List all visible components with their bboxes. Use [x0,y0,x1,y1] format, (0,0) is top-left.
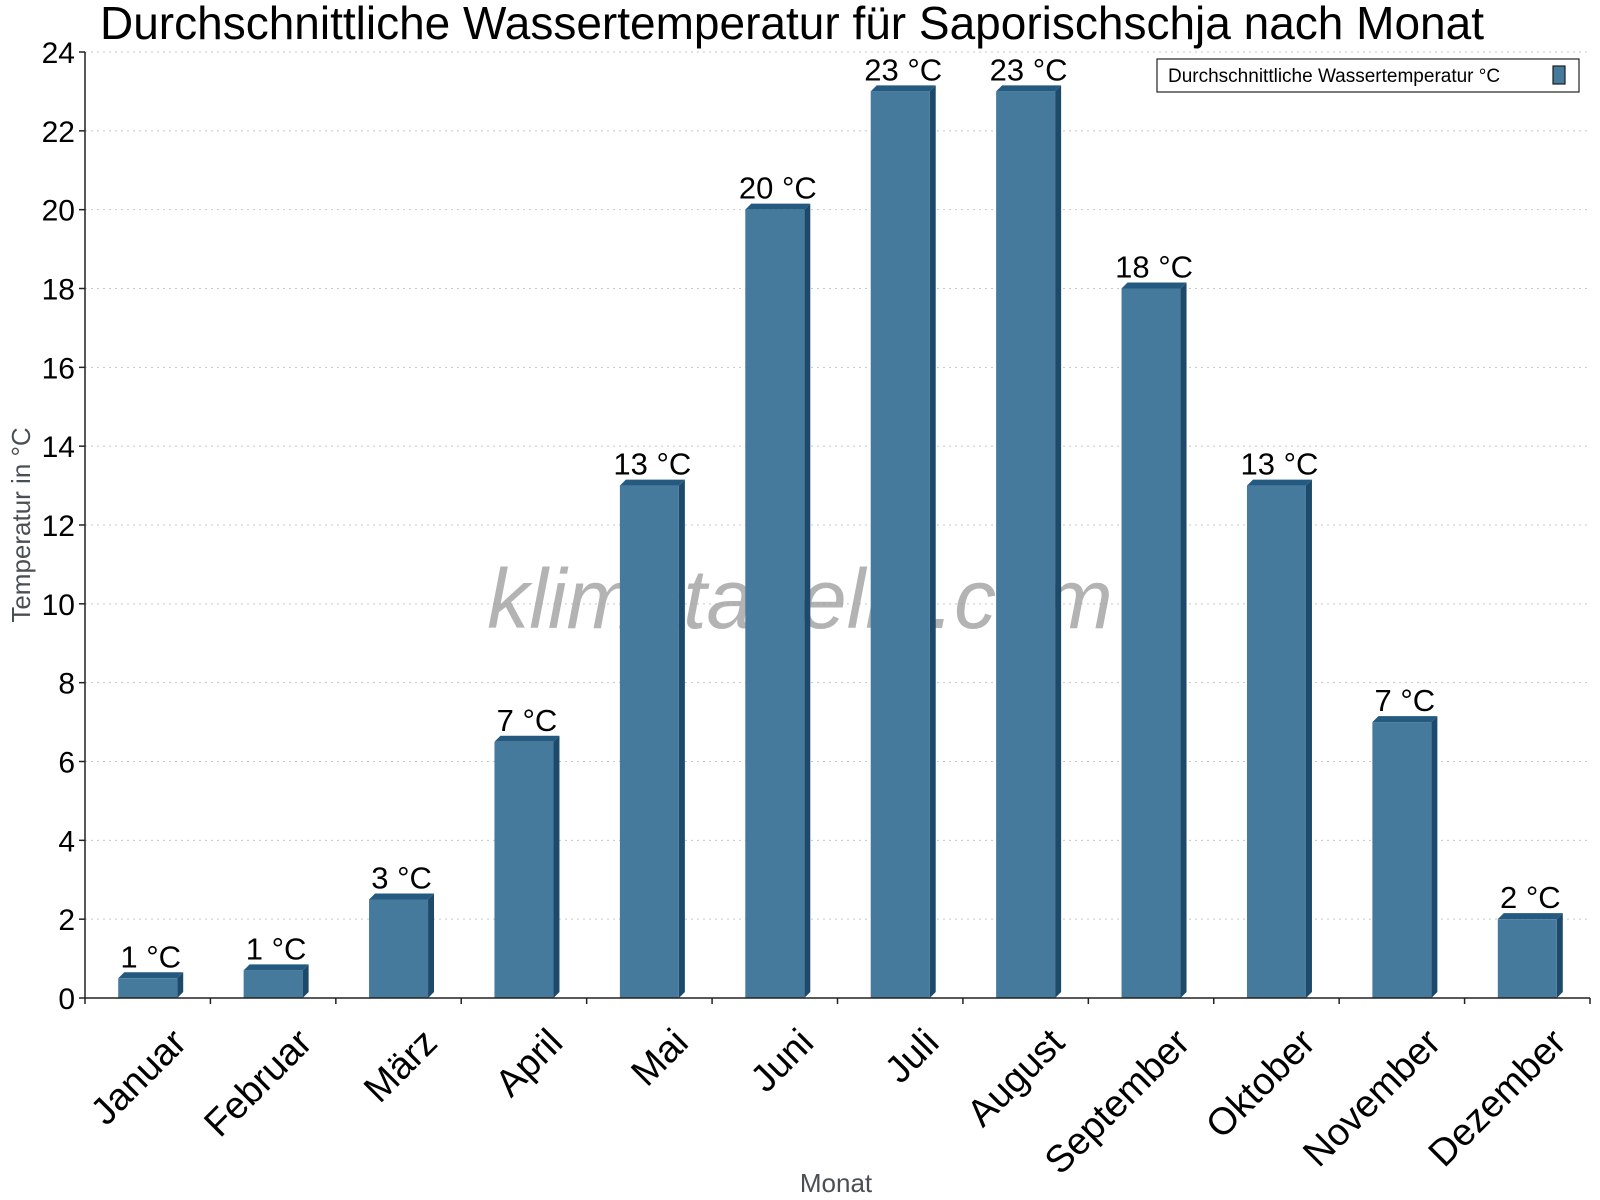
bar [118,978,178,998]
bar-top [494,735,560,742]
grid-lines [85,51,1590,920]
x-tick-label: Januar [83,1021,195,1133]
data-label: 23 °C [990,52,1068,87]
data-label: 7 °C [497,703,558,738]
x-axis-ticks: Januar Februar März April Mai Juni Juli AugustS… [83,998,1591,1183]
x-tick-label: März [356,1021,445,1110]
y-tick-label: 24 [42,37,75,70]
bar-top [870,85,936,92]
data-label: 23 °C [864,52,942,87]
bar-top [745,203,811,210]
bar [1372,722,1432,998]
bar-side [177,972,184,998]
y-axis-title: Temperatur in °C [6,427,36,622]
y-tick-label: 20 [42,195,75,228]
data-label: 7 °C [1375,683,1436,718]
bar-side [428,893,435,998]
y-tick-label: 18 [42,274,75,307]
x-tick-label: August [959,1021,1073,1135]
bar [745,209,805,998]
y-tick-label: 2 [58,904,75,937]
bar-side [804,203,811,998]
data-label: 18 °C [1115,250,1193,285]
y-tick-label: 4 [58,825,75,858]
data-label: 1 °C [120,939,181,974]
bar-top [118,972,184,979]
bar [619,485,679,998]
y-tick-label: 0 [58,983,75,1016]
bar-side [1055,85,1062,998]
bar-top [1372,716,1438,723]
bar-side [1431,716,1438,998]
bar-top [243,964,309,971]
bar [996,91,1056,998]
bar-side [1305,479,1312,998]
x-tick-label: Mai [624,1021,697,1094]
x-tick-label: Juni [743,1021,822,1100]
y-tick-label: 16 [42,352,75,385]
bar-side [1180,282,1187,998]
bars [118,85,1563,998]
bar [1246,485,1306,998]
bar [870,91,930,998]
data-label: 3 °C [371,860,432,895]
bar-side [929,85,936,998]
legend-box [1156,58,1580,93]
x-tick-label: Juli [877,1021,947,1091]
legend-label: Durchschnittliche Wassertemperatur °C [1168,66,1500,87]
bar-top [619,479,685,486]
bar [243,970,303,998]
bar-top [1497,913,1563,920]
legend: Durchschnittliche Wassertemperatur °C [1156,58,1580,93]
chart-title: Durchschnittliche Wassertemperatur für S… [100,0,1484,49]
bar [1497,919,1557,998]
bar-top [1246,479,1312,486]
bar-side [553,735,560,998]
bar-side [302,964,309,998]
y-tick-label: 6 [58,747,75,780]
bar-side [1556,913,1563,998]
bar-top [369,893,435,900]
data-label: 13 °C [613,447,691,482]
bar [1121,288,1181,998]
data-label: 13 °C [1241,447,1319,482]
bar-side [678,479,685,998]
y-tick-label: 10 [42,589,75,622]
x-tick-label: Februar [197,1021,321,1145]
y-tick-label: 12 [42,510,75,543]
x-tick-label: Dezember [1421,1021,1575,1175]
y-tick-label: 22 [42,116,75,149]
data-labels: 1 °C 1 °C 3 °C 7 °C 13 °C 20 °C 23 °C 23 °C 18 °… [120,52,1560,974]
bar-top [996,85,1062,92]
x-tick-label: Oktober [1198,1021,1324,1147]
legend-swatch [1552,65,1566,85]
y-tick-label: 14 [42,431,75,464]
bar [369,899,429,998]
x-axis-title: Monat [800,1168,873,1198]
bar-top [1121,282,1187,289]
x-tick-label: April [488,1021,571,1104]
data-label: 20 °C [739,171,817,206]
data-label: 2 °C [1500,880,1561,915]
data-label: 1 °C [246,931,307,966]
bar [494,741,554,998]
y-tick-label: 8 [58,668,75,701]
